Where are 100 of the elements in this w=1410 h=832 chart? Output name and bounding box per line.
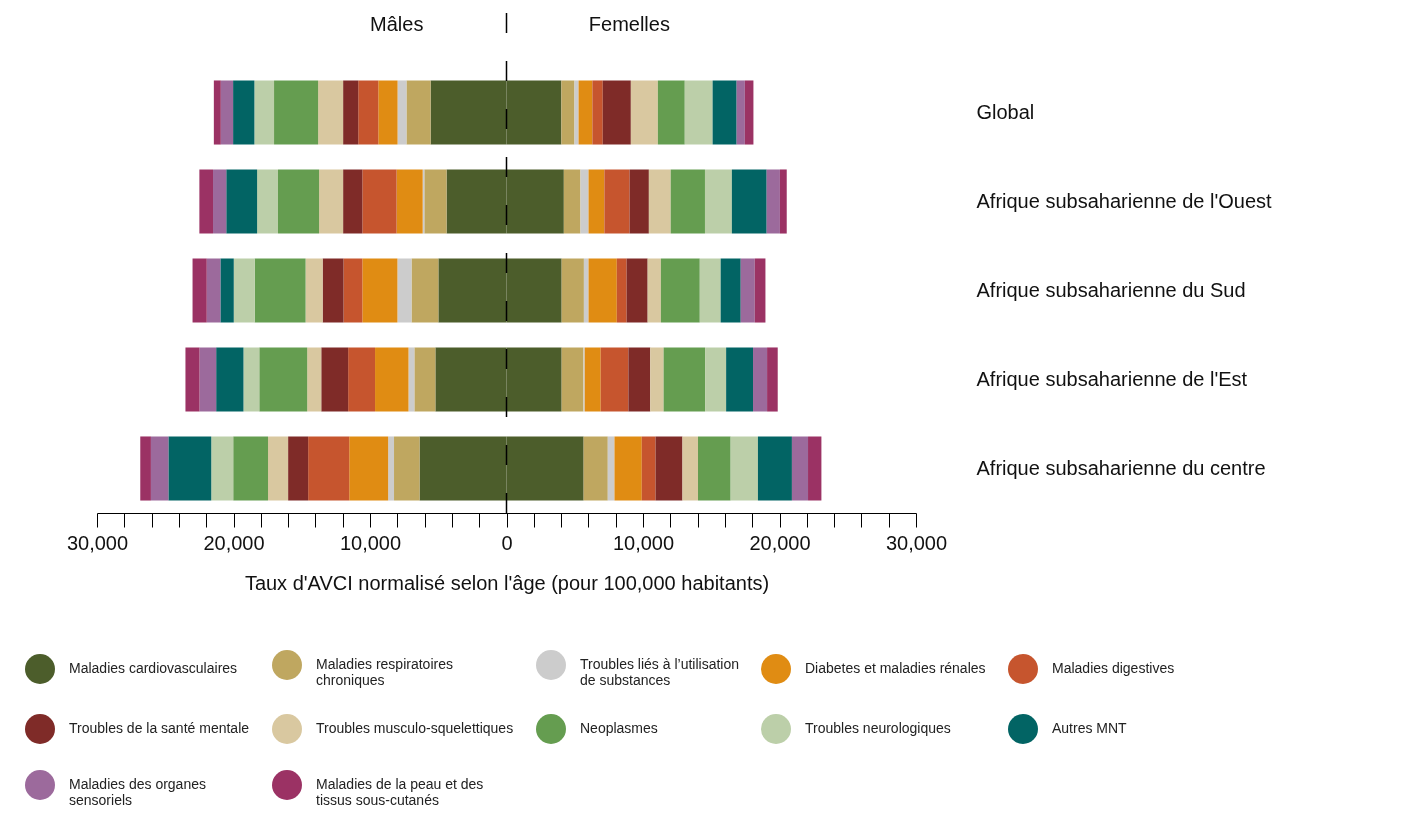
bar bbox=[655, 436, 683, 501]
legend-label: Troubles neurologiques bbox=[805, 720, 951, 736]
bar bbox=[259, 347, 308, 412]
bar bbox=[216, 347, 244, 412]
bar bbox=[321, 347, 349, 412]
bar bbox=[185, 347, 200, 412]
bar bbox=[650, 347, 664, 412]
bar bbox=[388, 436, 395, 501]
bar bbox=[626, 258, 648, 323]
bar bbox=[583, 436, 608, 501]
legend-label: Maladies digestives bbox=[1052, 660, 1175, 676]
bar bbox=[343, 258, 363, 323]
bar bbox=[753, 347, 768, 412]
bar bbox=[561, 80, 575, 145]
bar bbox=[699, 258, 721, 323]
bar bbox=[731, 169, 767, 234]
bar bbox=[274, 80, 319, 145]
y-tick-label: Afrique subsaharienne du centre bbox=[976, 456, 1266, 479]
bar bbox=[397, 80, 407, 145]
bar bbox=[578, 80, 593, 145]
y-tick-label: Afrique subsaharienne de l'Ouest bbox=[976, 189, 1273, 212]
bar bbox=[406, 80, 431, 145]
bar bbox=[375, 347, 409, 412]
bar bbox=[305, 258, 323, 323]
x-tick-label: 10,000 bbox=[339, 531, 402, 554]
annotation: Mâles bbox=[370, 13, 424, 35]
bar bbox=[233, 436, 269, 501]
bar bbox=[199, 169, 214, 234]
bar bbox=[349, 436, 389, 501]
annotation: Femelles bbox=[588, 13, 670, 35]
bar bbox=[726, 347, 754, 412]
bar bbox=[648, 169, 671, 234]
bar bbox=[211, 436, 234, 501]
legend-label: Maladies respiratoires chroniques bbox=[316, 656, 453, 688]
bar bbox=[226, 169, 258, 234]
bar bbox=[396, 169, 423, 234]
bar bbox=[588, 169, 605, 234]
bar bbox=[614, 436, 642, 501]
bar bbox=[657, 80, 685, 145]
bar bbox=[140, 436, 151, 501]
bar bbox=[397, 258, 412, 323]
bar bbox=[318, 80, 344, 145]
bar bbox=[704, 169, 732, 234]
legend-label: Maladies cardiovasculaires bbox=[69, 660, 238, 676]
bar bbox=[220, 80, 234, 145]
bar bbox=[588, 258, 617, 323]
y-tick-label: Afrique subsaharienne du Sud bbox=[976, 278, 1246, 301]
legend-label: Troubles de la santé mentale bbox=[69, 720, 250, 736]
bar bbox=[168, 436, 212, 501]
bar bbox=[192, 258, 207, 323]
bar bbox=[268, 436, 289, 501]
legend-label: Autres MNT bbox=[1052, 720, 1128, 736]
bar bbox=[358, 80, 379, 145]
bar bbox=[319, 169, 344, 234]
bar bbox=[563, 169, 581, 234]
bar bbox=[408, 347, 415, 412]
x-tick-label: 10,000 bbox=[612, 531, 675, 554]
bar bbox=[641, 436, 656, 501]
bar bbox=[561, 258, 584, 323]
bar bbox=[411, 258, 439, 323]
bar bbox=[424, 169, 447, 234]
bar bbox=[616, 258, 627, 323]
bar bbox=[343, 169, 363, 234]
bar bbox=[628, 347, 651, 412]
bar bbox=[602, 80, 631, 145]
y-tick-label: Global bbox=[976, 100, 1035, 123]
bar bbox=[414, 347, 436, 412]
legend-label: Maladies des organes sensoriels bbox=[69, 776, 206, 808]
bar bbox=[308, 436, 350, 501]
legend-label: Diabetes et maladies rénales bbox=[805, 660, 986, 676]
bar bbox=[660, 258, 700, 323]
bar bbox=[670, 169, 705, 234]
bar bbox=[705, 347, 727, 412]
bar bbox=[754, 258, 766, 323]
bar bbox=[592, 80, 603, 145]
bar bbox=[394, 436, 420, 501]
bar bbox=[684, 80, 713, 145]
bar bbox=[288, 436, 309, 501]
y-tick-label: Afrique subsaharienne de l'Est bbox=[976, 367, 1248, 390]
bar bbox=[604, 169, 630, 234]
x-tick-label: 20,000 bbox=[203, 531, 265, 554]
bar bbox=[629, 169, 649, 234]
bar bbox=[647, 258, 661, 323]
bar bbox=[362, 258, 398, 323]
x-tick-label: 0 bbox=[501, 531, 513, 554]
bar bbox=[580, 169, 589, 234]
bar bbox=[343, 80, 359, 145]
bar bbox=[378, 80, 398, 145]
bar bbox=[278, 169, 320, 234]
bar bbox=[730, 436, 758, 501]
bar bbox=[663, 347, 706, 412]
x-tick-label: 30,000 bbox=[885, 531, 948, 554]
legend-label: Maladies de la peau et des tissus sous-cutanés bbox=[316, 776, 484, 808]
bar bbox=[574, 80, 579, 145]
bar bbox=[584, 347, 601, 412]
bar bbox=[199, 347, 217, 412]
legend-label: Troubles musculo-squelettiques bbox=[316, 720, 514, 736]
bar bbox=[682, 436, 699, 501]
bar bbox=[791, 436, 809, 501]
bar bbox=[600, 347, 629, 412]
